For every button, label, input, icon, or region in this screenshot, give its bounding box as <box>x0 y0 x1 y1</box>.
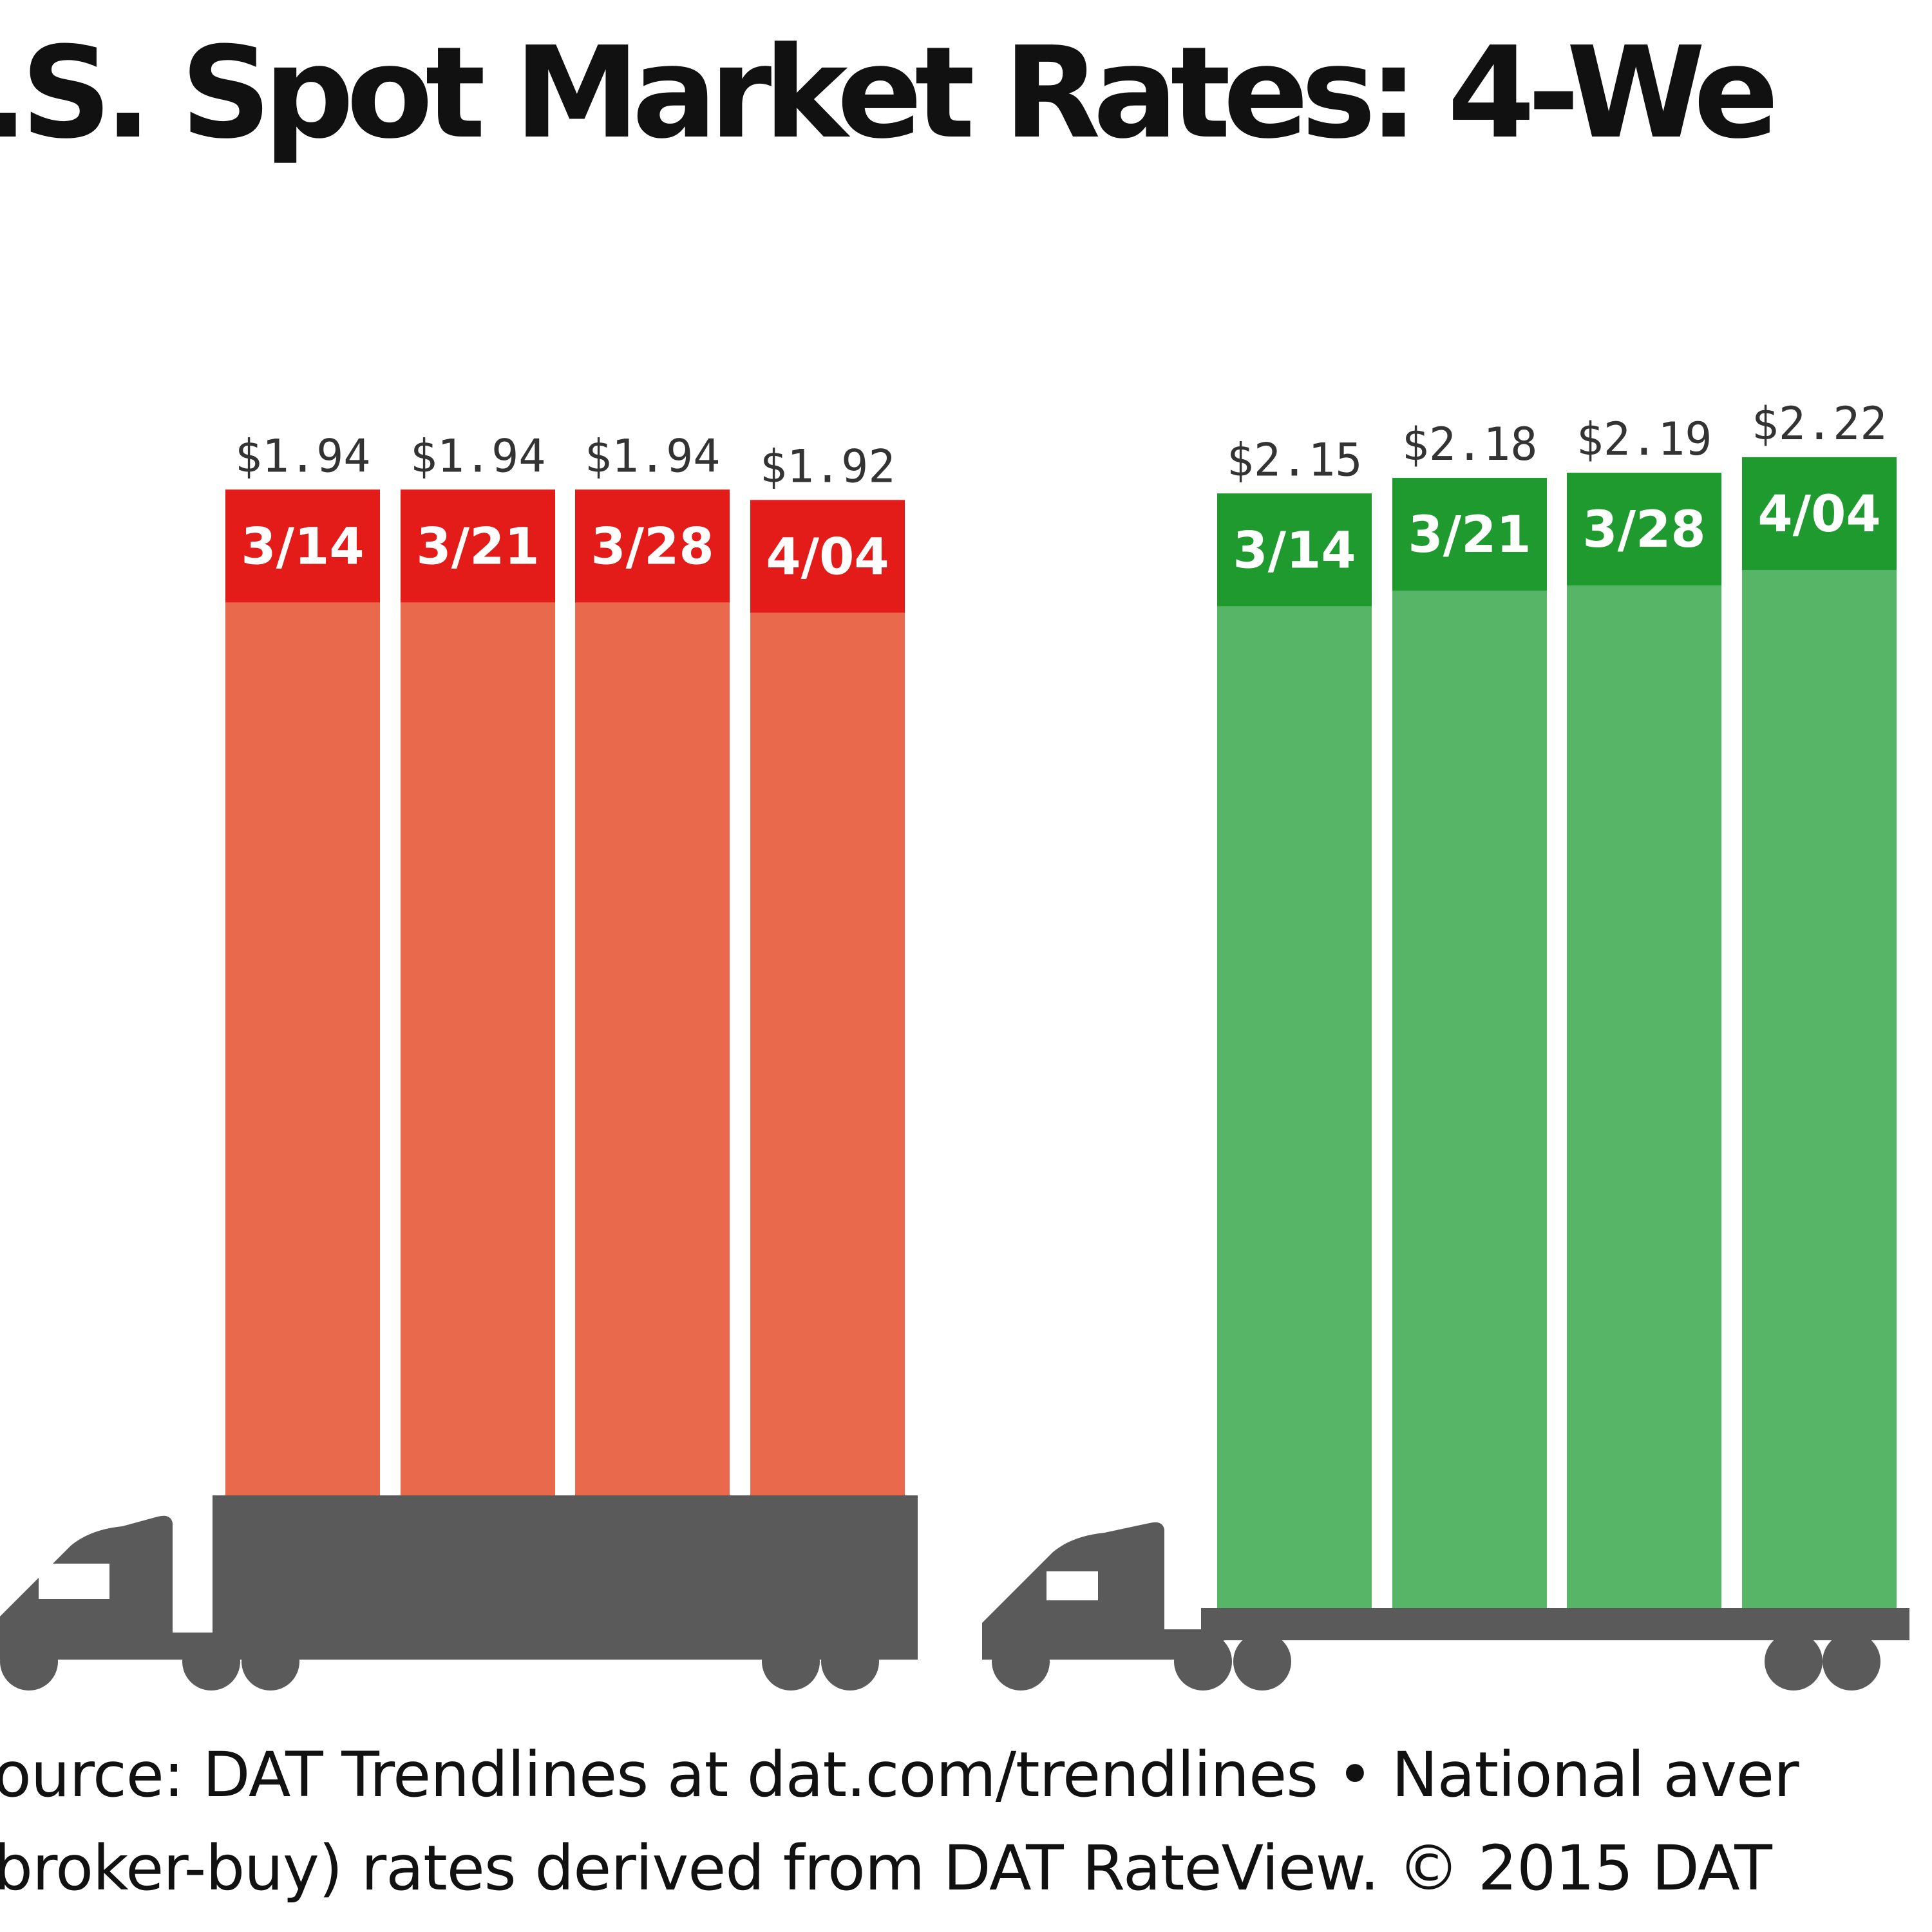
chart-title: .S. Spot Market Rates: 4-We <box>0 20 1779 167</box>
van-bar-3 <box>750 500 905 1495</box>
van-date-label-0: 3/14 <box>241 518 364 576</box>
flatbed-date-label-0: 3/14 <box>1233 522 1356 580</box>
van-date-label-2: 3/28 <box>591 518 714 576</box>
van-bar-date-band-1 <box>401 489 555 603</box>
van-value-label-3: $1.92 <box>760 440 896 493</box>
flatbed-bar-date-band-1 <box>1392 478 1547 591</box>
flatbed-rates-bars: 3/14 $2.15 3/21 $2.18 3/28 $2.19 4/04 $2.22 <box>1217 397 1897 1608</box>
van-date-label-1: 3/21 <box>416 518 539 576</box>
flatbed-bar-1 <box>1392 478 1547 1608</box>
van-bar-2 <box>575 489 730 1495</box>
van-value-label-1: $1.94 <box>410 430 546 482</box>
flatbed-value-label-0: $2.15 <box>1227 433 1363 486</box>
flatbed-bar-0 <box>1217 493 1372 1608</box>
van-bar-date-band-2 <box>575 489 730 603</box>
flatbed-bar-3 <box>1742 457 1897 1608</box>
flatbed-date-label-2: 3/28 <box>1582 501 1705 559</box>
van-date-label-3: 4/04 <box>766 528 889 586</box>
flatbed-value-label-3: $2.22 <box>1752 397 1888 450</box>
flatbed-value-label-1: $2.18 <box>1402 418 1538 471</box>
flatbed-bar-date-band-2 <box>1567 473 1721 586</box>
van-value-label-0: $1.94 <box>235 430 371 482</box>
van-value-label-2: $1.94 <box>585 430 721 482</box>
van-rates-bars: 3/14 $1.94 3/21 $1.94 3/28 $1.94 4/04 $1.92 <box>225 430 905 1495</box>
flatbed-date-label-1: 3/21 <box>1408 506 1531 564</box>
flatbed-bar-date-band-3 <box>1742 457 1897 570</box>
van-bar-date-band-3 <box>750 500 905 613</box>
flatbed-date-label-3: 4/04 <box>1757 486 1880 544</box>
flatbed-bar-2 <box>1567 473 1721 1608</box>
van-truck-illustration <box>0 1495 918 1690</box>
source-note-line-2: broker-buy) rates derived from DAT RateV… <box>0 1832 1772 1904</box>
van-bar-0 <box>225 489 380 1495</box>
source-note-line-1: ource: DAT Trendlines at dat.com/trendli… <box>0 1739 1799 1811</box>
flatbed-bar-date-band-0 <box>1217 493 1372 607</box>
van-bar-1 <box>401 489 555 1495</box>
flatbed-truck-illustration <box>982 1522 1909 1690</box>
van-bar-date-band-0 <box>225 489 380 603</box>
flatbed-value-label-2: $2.19 <box>1577 413 1712 466</box>
